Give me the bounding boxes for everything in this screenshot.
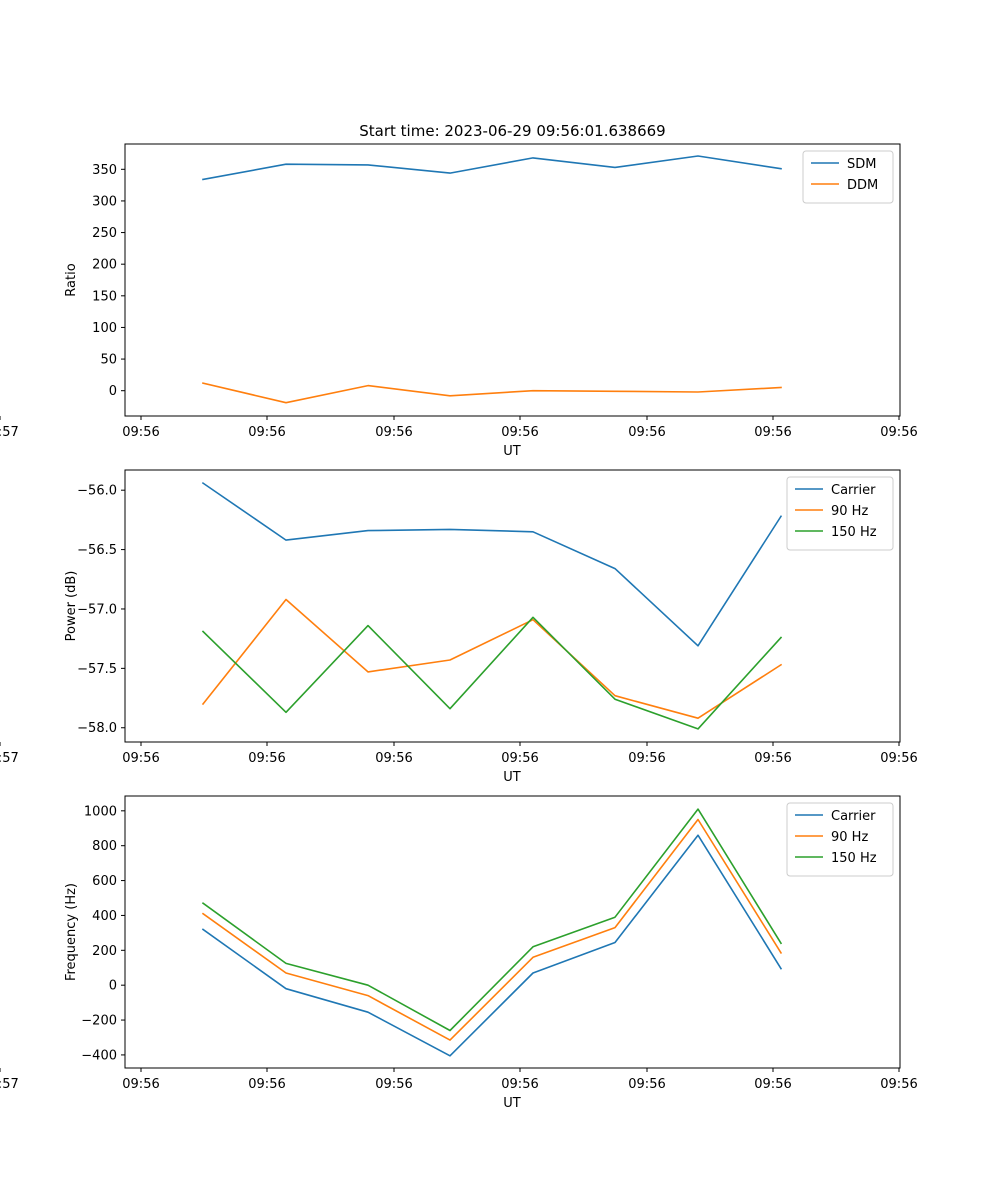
y-tick-label: 600 (92, 874, 117, 889)
y-tick-label: 1000 (84, 804, 117, 819)
x-tick-label: 09:56 (628, 1077, 665, 1092)
legend-label: DDM (847, 178, 878, 193)
x-tick-label: 09:56 (754, 425, 791, 440)
chart-panel-2: 09:56 09:56 09:56 09:56 09:56 09:56 09:56 09:57… (0, 469, 918, 785)
y-tick-label: 200 (92, 258, 117, 273)
x-tick-label: 09:56 (248, 425, 285, 440)
series-line-ddm (202, 382, 782, 404)
y-axis-label: Frequency (Hz) (64, 883, 79, 981)
x-tick-label: 09:56 (880, 425, 917, 440)
series-line-150-hz (201, 616, 783, 730)
y-axis-label: Power (dB) (64, 571, 79, 642)
y-tick-label: −58.0 (77, 721, 117, 736)
x-axis-label: UT (503, 444, 521, 459)
x-tick-label: 09:56 (880, 751, 917, 766)
chart-panel-1: 09:56 09:56 09:56 09:56 09:56 09:56 09:56 09:57… (0, 122, 918, 459)
x-tick-label: 09:56 (880, 1077, 917, 1092)
plot-frame (124, 469, 901, 743)
x-tick-label: 09:56 (122, 751, 159, 766)
series-line-sdm (202, 155, 782, 181)
y-tick-label: −56.5 (77, 543, 117, 558)
y-tick-label: 350 (92, 163, 117, 178)
x-tick-label: 09:56 (375, 425, 412, 440)
series-line-carrier (201, 834, 783, 1057)
plot-frame (124, 795, 901, 1069)
x-tick-label: 09:56 (501, 425, 538, 440)
y-tick-label: −57.0 (77, 602, 117, 617)
x-tick-label: 09:56 (248, 751, 285, 766)
x-tick-label: 09:56 (122, 1077, 159, 1092)
x-tick-label: 09:56 (754, 1077, 791, 1092)
x-tick-label: 09:56 (375, 1077, 412, 1092)
x-tick-label: 09:57 (0, 1077, 19, 1092)
x-tick-label: 09:56 (754, 751, 791, 766)
series-line-90-hz (201, 598, 783, 720)
y-tick-label: 50 (100, 353, 117, 368)
x-tick-label: 09:57 (0, 751, 19, 766)
y-tick-label: 250 (92, 226, 117, 241)
y-tick-label: 100 (92, 321, 117, 336)
x-tick-label: 09:56 (501, 1077, 538, 1092)
legend-label: 90 Hz (831, 504, 868, 519)
y-tick-label: 200 (92, 944, 117, 959)
legend: SDM DDM (802, 150, 894, 204)
y-tick-label: −400 (81, 1048, 117, 1063)
legend-label: SDM (847, 157, 876, 172)
x-axis-label: UT (503, 1096, 521, 1111)
x-tick-label: 09:56 (501, 751, 538, 766)
legend-box (802, 150, 894, 204)
x-tick-label: 09:56 (628, 751, 665, 766)
x-tick-label: 09:56 (628, 425, 665, 440)
y-axis-label: Ratio (64, 263, 79, 296)
legend-label: 90 Hz (831, 830, 868, 845)
series-line-150-hz (201, 808, 783, 1032)
series-line-90-hz (201, 818, 783, 1041)
y-tick-label: 300 (92, 194, 117, 209)
y-tick-label: −200 (81, 1014, 117, 1029)
y-tick-label: 400 (92, 909, 117, 924)
legend-label: Carrier (831, 483, 876, 498)
x-tick-label: 09:56 (375, 751, 412, 766)
y-tick-label: 0 (109, 979, 117, 994)
y-tick-label: −56.0 (77, 484, 117, 499)
y-tick-label: 0 (109, 384, 117, 399)
y-tick-label: 800 (92, 839, 117, 854)
x-tick-label: 09:57 (0, 425, 19, 440)
legend: Carrier 90 Hz 150 Hz (786, 802, 894, 877)
legend: Carrier 90 Hz 150 Hz (786, 476, 894, 551)
legend-label: Carrier (831, 809, 876, 824)
series-line-carrier (201, 481, 783, 647)
x-axis-label: UT (503, 770, 521, 785)
chart-panel-3: 09:56 09:56 09:56 09:56 09:56 09:56 09:56 09:57… (0, 795, 918, 1111)
x-tick-label: 09:56 (122, 425, 159, 440)
y-tick-label: 150 (92, 289, 117, 304)
plot-frame (124, 143, 901, 417)
legend-label: 150 Hz (831, 851, 877, 866)
chart-title: Start time: 2023-06-29 09:56:01.638669 (359, 122, 665, 140)
x-tick-label: 09:56 (248, 1077, 285, 1092)
legend-label: 150 Hz (831, 525, 877, 540)
y-tick-label: −57.5 (77, 662, 117, 677)
